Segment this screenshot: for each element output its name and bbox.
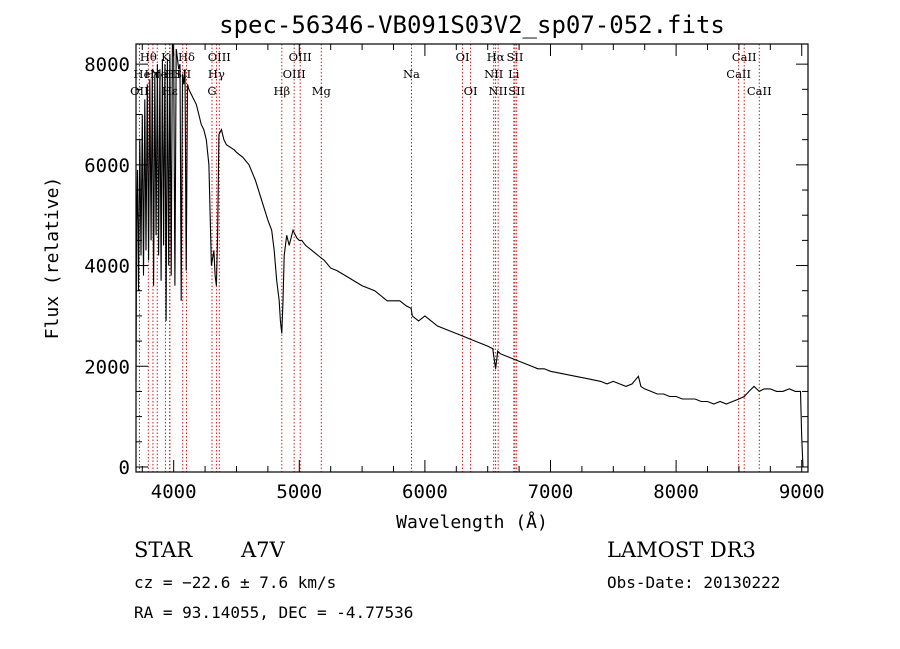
spectral-line-label: SII — [508, 84, 525, 98]
spectral-line-label: Hβ — [273, 84, 290, 98]
observation-date: Obs-Date: 20130222 — [607, 573, 781, 592]
spectral-line-label: OIII — [289, 50, 312, 64]
x-tick-label: 9000 — [779, 481, 825, 503]
x-tick-label: 8000 — [653, 481, 699, 503]
redshift-velocity: cz = −22.6 ± 7.6 km/s — [134, 573, 337, 592]
y-tick-label: 4000 — [84, 256, 130, 278]
spectral-line-label: Hα — [487, 50, 505, 64]
y-tick-label: 0 — [119, 457, 130, 479]
spectral-line-label: Na — [403, 67, 420, 81]
y-tick-label: 8000 — [84, 54, 130, 76]
spectral-line-label: OIII — [208, 50, 231, 64]
spectral-line-label: OI — [464, 84, 478, 98]
spectral-line-label: OII — [130, 84, 149, 98]
x-tick-label: 7000 — [528, 481, 574, 503]
object-type: STAR — [134, 538, 193, 562]
y-tick-label: 2000 — [84, 356, 130, 378]
spectral-line-markers — [138, 44, 760, 472]
spectral-line-label: CaII — [747, 84, 772, 98]
spectrum-series-line — [135, 43, 804, 468]
plot-frame — [135, 43, 809, 473]
spectral-line-label: Hθ — [140, 50, 157, 64]
spectral-line-label: CaII — [726, 67, 751, 81]
coordinates: RA = 93.14055, DEC = -4.77536 — [134, 603, 414, 622]
spectral-line-label: NII — [484, 67, 503, 81]
y-axis-label: Flux (relative) — [42, 177, 63, 340]
x-tick-label: 6000 — [402, 481, 448, 503]
spectral-line-label: Li — [508, 67, 520, 81]
spectral-line-label: SII — [506, 50, 523, 64]
spectral-line-label: CaII — [732, 50, 757, 64]
spectral-line-label: OIII — [283, 67, 306, 81]
spectral-line-label: Mg — [312, 84, 332, 98]
spectral-line-label: Hγ — [208, 67, 225, 81]
spectral-class: A7V — [241, 538, 285, 562]
x-tick-label: 4000 — [151, 481, 197, 503]
survey-name: LAMOST DR3 — [607, 538, 756, 562]
spectral-line-label: SII — [174, 67, 191, 81]
spectral-line-label: NII — [489, 84, 508, 98]
y-tick-label: 6000 — [84, 155, 130, 177]
x-axis-label: Wavelength (Å) — [396, 511, 548, 533]
chart-title: spec-56346-VB091S03V2_sp07-052.fits — [219, 11, 725, 39]
x-axis: 4000 5000 6000 7000 8000 9000 — [141, 44, 825, 503]
spectrum-chart: spec-56346-VB091S03V2_sp07-052.fits Hθ OI… — [42, 11, 825, 533]
spectral-line-label: G — [207, 84, 216, 98]
spectral-line-label: Hδ — [178, 50, 195, 64]
x-tick-label: 5000 — [276, 481, 322, 503]
spectral-line-label: OI — [456, 50, 470, 64]
spectral-line-label: K — [161, 50, 170, 64]
y-axis: 0 2000 4000 6000 8000 — [84, 54, 808, 479]
